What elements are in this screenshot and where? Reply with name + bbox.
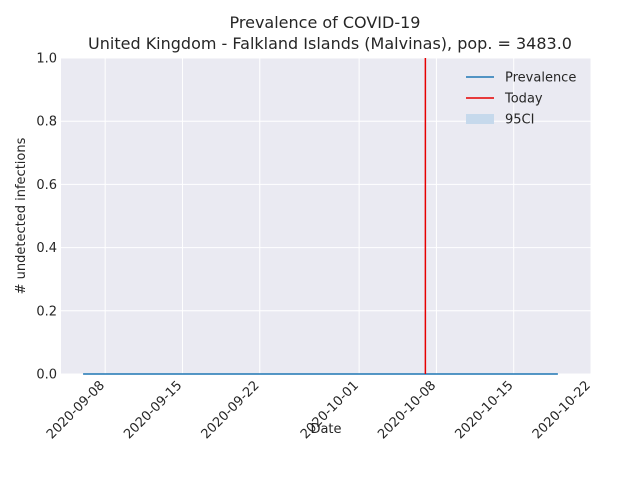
y-tick-label: 0.0 (36, 368, 57, 383)
y-tick-label: 0.8 (36, 115, 57, 130)
x-tick-label: 2020-10-15 (452, 378, 516, 442)
x-tick-label: 2020-10-22 (530, 378, 594, 442)
x-tick-label: 2020-09-08 (44, 378, 108, 442)
grid (61, 57, 592, 375)
y-tick-label: 0.4 (36, 241, 57, 256)
legend-today-label: Today (504, 92, 543, 107)
x-tick-label: 2020-10-08 (375, 378, 439, 442)
legend: Prevalence Today 95CI (466, 71, 576, 128)
chart-title: Prevalence of COVID-19 (230, 13, 421, 32)
x-axis-label: Date (310, 422, 341, 437)
y-axis-label: # undetected infections (14, 137, 29, 294)
y-tick-label: 0.2 (36, 304, 57, 319)
x-tick-label: 2020-09-22 (199, 378, 263, 442)
legend-prevalence-label: Prevalence (505, 71, 576, 86)
legend-95ci-label: 95CI (505, 113, 534, 128)
x-tick-label: 2020-09-15 (121, 378, 185, 442)
y-tick-label: 0.6 (36, 178, 57, 193)
y-tick-labels: 0.0 0.2 0.4 0.6 0.8 1.0 (36, 52, 57, 383)
chart-subtitle: United Kingdom - Falkland Islands (Malvi… (88, 34, 572, 53)
y-tick-label: 1.0 (36, 52, 57, 67)
plot-area (61, 58, 591, 374)
legend-95ci-swatch (466, 114, 494, 124)
